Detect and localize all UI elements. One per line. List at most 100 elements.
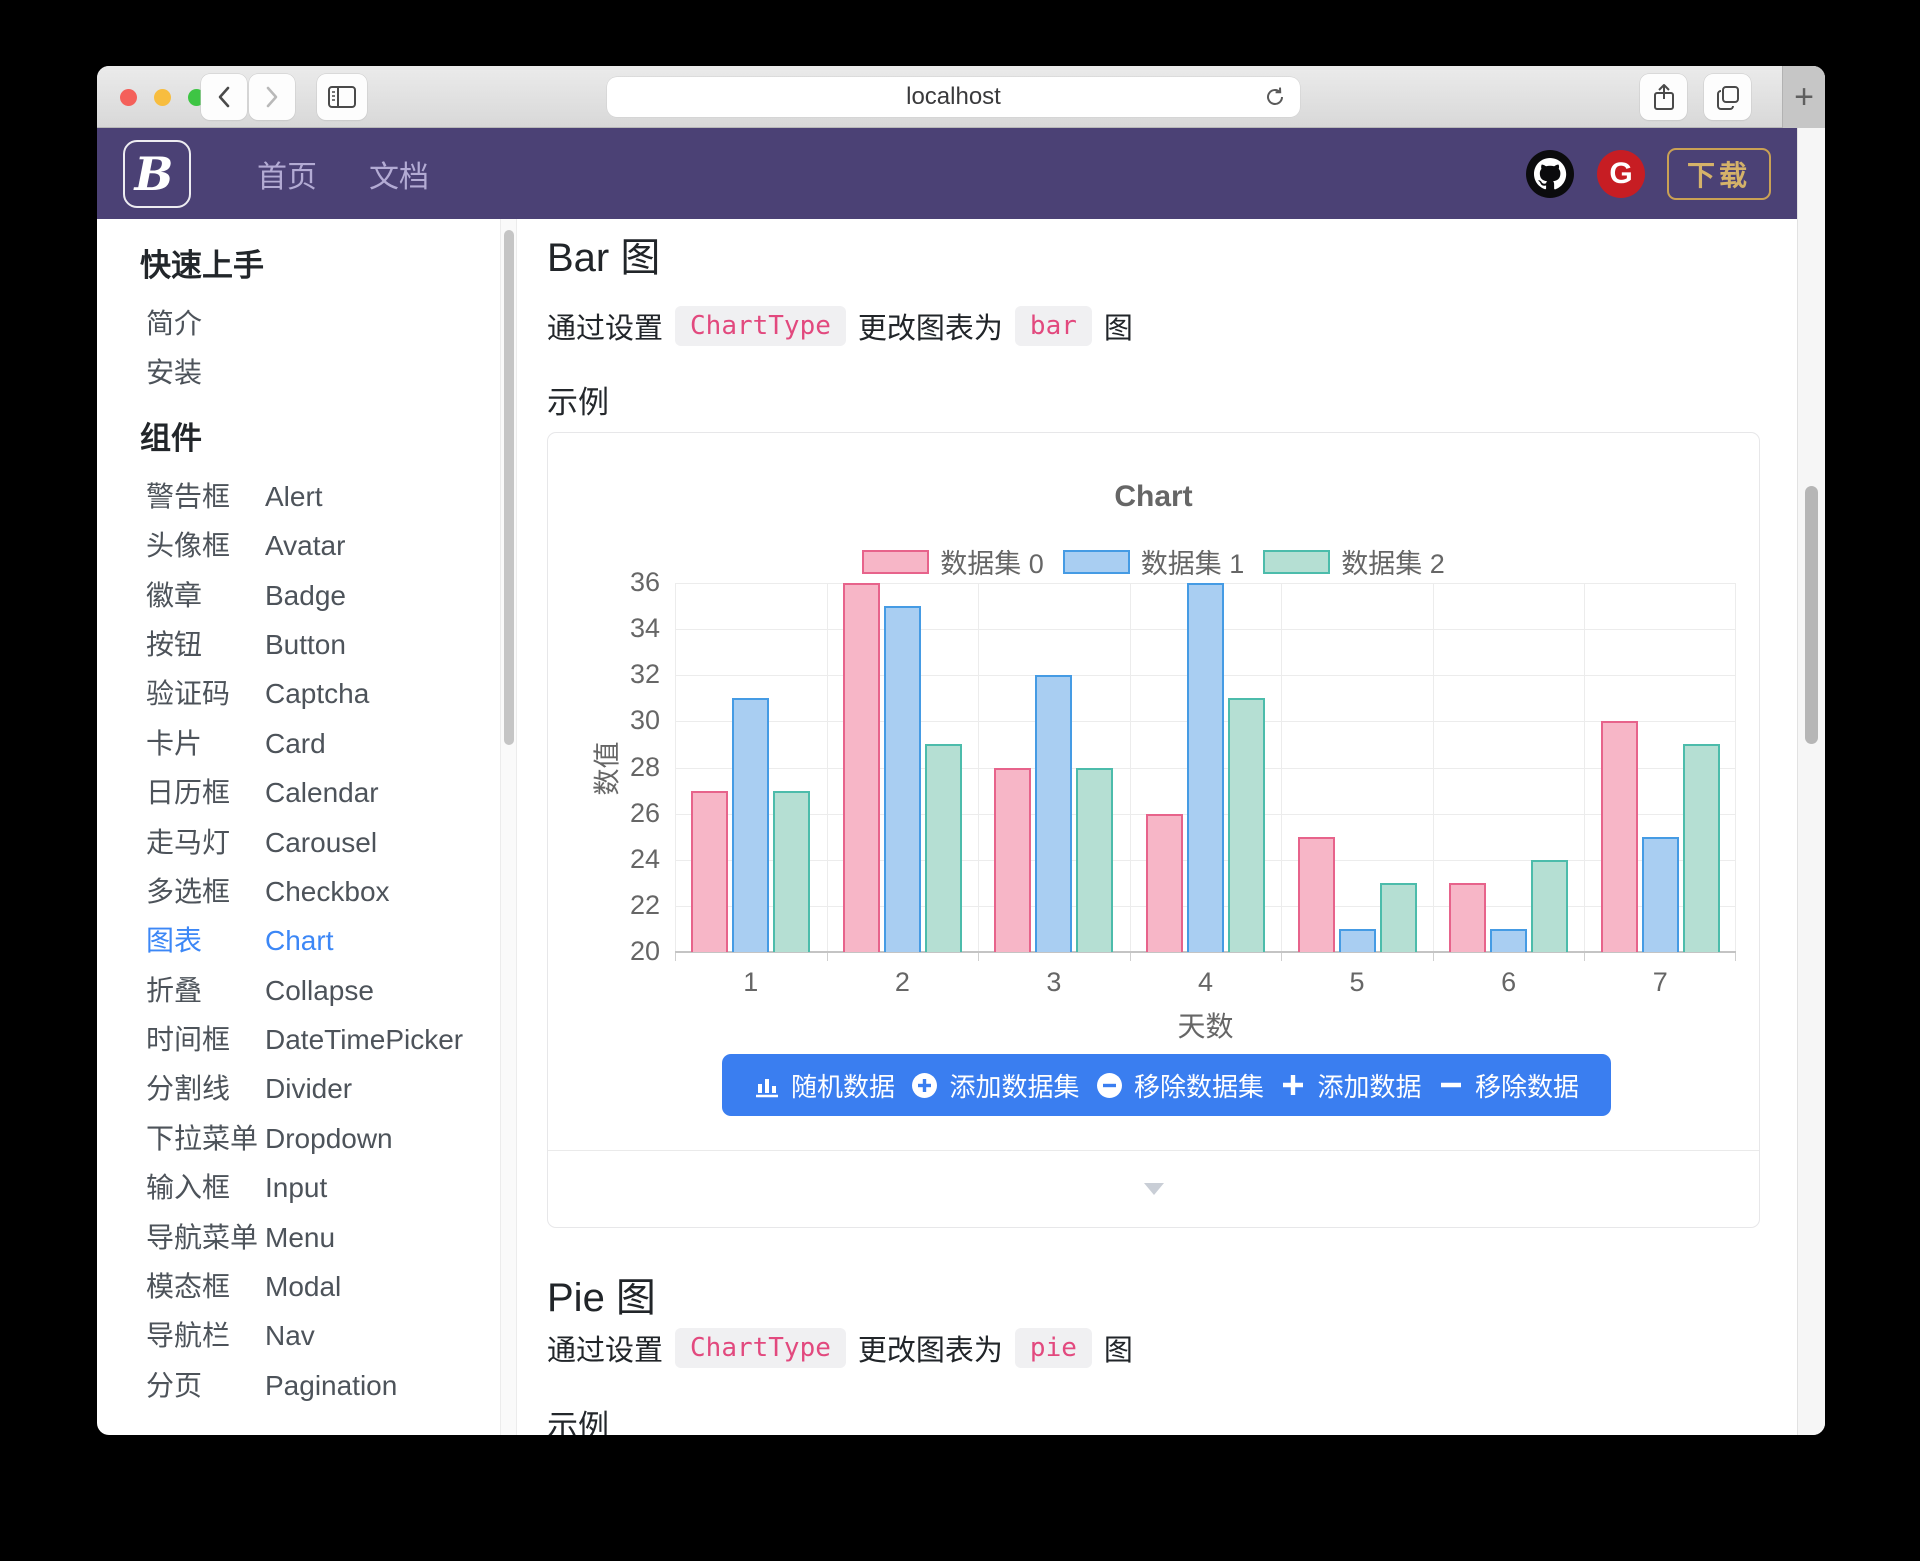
sidebar-item-label-en: Dropdown (265, 1122, 393, 1154)
window-scrollbar-thumb[interactable] (1805, 486, 1818, 744)
share-button[interactable] (1640, 74, 1687, 120)
sidebar-item-collapse[interactable]: 折叠 Collapse (97, 966, 500, 1015)
sidebar-item-checkbox[interactable]: 多选框 Checkbox (97, 867, 500, 916)
gridline-v (1130, 583, 1131, 952)
forward-button[interactable] (249, 74, 295, 120)
sidebar-item-badge[interactable]: 徽章 Badge (97, 571, 500, 620)
bar-chart-canvas[interactable]: Chart 数据集 0 数据集 1 数据集 2 36 34 32 30 28 26 24 22 20… (548, 433, 1759, 1150)
sidebar-item-datetimepicker[interactable]: 时间框 DateTimePicker (97, 1015, 500, 1064)
sidebar-item-calendar[interactable]: 日历框 Calendar (97, 768, 500, 817)
sidebar-item-label-zh: 分页 (146, 1369, 203, 1401)
sidebar-section-heading: 快速上手 (140, 248, 264, 283)
plus-circle-button[interactable]: 添加数据集 (911, 1067, 1080, 1104)
sidebar-item-dropdown[interactable]: 下拉菜单 Dropdown (97, 1114, 500, 1163)
button-label: 随机数据 (791, 1071, 896, 1102)
bar-数据集 0-day6 (1449, 882, 1487, 952)
gridline-v (1735, 583, 1736, 952)
sidebar-item-button[interactable]: 按钮 Button (97, 620, 500, 669)
sidebar-item-menu[interactable]: 导航菜单 Menu (97, 1213, 500, 1262)
minimize-window-button[interactable] (154, 89, 171, 106)
sidebar-item-label-zh: 下拉菜单 (146, 1122, 259, 1154)
bar-数据集 0-day5 (1297, 836, 1335, 952)
browser-titlebar: localhost (97, 66, 1825, 128)
gridline-v (1433, 583, 1434, 952)
plus-button[interactable]: 添加数据 (1280, 1067, 1421, 1104)
gitee-icon[interactable]: G (1597, 149, 1645, 198)
new-tab-button[interactable]: + (1782, 66, 1825, 128)
chart-button-group: 随机数据 添加数据集 移除数据集 添加数据 移除数据 (722, 1054, 1611, 1116)
x-tick-label: 4 (1197, 967, 1214, 997)
sidebar-item-label-en: Alert (265, 480, 323, 512)
code-chip: ChartType (675, 1328, 846, 1368)
axis-tick (675, 952, 676, 961)
gridline-v (675, 583, 676, 952)
sidebar-item-简介[interactable]: 简介 (97, 299, 500, 348)
y-tick-label: 28 (629, 751, 660, 782)
bar-chart-button[interactable]: 随机数据 (754, 1067, 895, 1104)
sidebar-item-chart[interactable]: 图表 Chart (97, 916, 500, 965)
axis-tick (827, 952, 828, 961)
sidebar-item-captcha[interactable]: 验证码 Captcha (97, 669, 500, 718)
bar-数据集 0-day3 (994, 767, 1032, 952)
minus-button[interactable]: 移除数据 (1438, 1067, 1579, 1104)
sidebar-item-nav[interactable]: 导航栏 Nav (97, 1311, 500, 1360)
axis-tick (1584, 952, 1585, 961)
legend-item[interactable]: 数据集 0 (862, 542, 1044, 581)
bar-数据集 1-day7 (1641, 836, 1679, 952)
sidebar-toggle-button[interactable] (317, 74, 367, 120)
sidebar-item-modal[interactable]: 模态框 Modal (97, 1262, 500, 1311)
legend-item[interactable]: 数据集 2 (1263, 542, 1445, 581)
github-icon[interactable] (1525, 149, 1575, 199)
sidebar-item-label-en: Checkbox (265, 875, 390, 907)
sidebar-item-label-zh: 导航菜单 (146, 1221, 259, 1253)
site-navbar: B 首页 文档 G 下载 (97, 128, 1797, 219)
sidebar-item-carousel[interactable]: 走马灯 Carousel (97, 818, 500, 867)
plus-circle-icon (911, 1072, 938, 1099)
window-scrollbar[interactable] (1797, 128, 1825, 1435)
sidebar-item-label-en: Menu (265, 1221, 336, 1253)
sidebar-item-label-zh: 警告框 (146, 480, 231, 512)
nav-link[interactable]: 文档 (369, 160, 429, 194)
reload-button[interactable] (1263, 85, 1287, 109)
plus-icon: + (1794, 78, 1814, 116)
axis-tick (1130, 952, 1131, 961)
card-footer (548, 1150, 1759, 1227)
bar-数据集 1-day2 (883, 606, 921, 952)
legend-item[interactable]: 数据集 1 (1062, 542, 1245, 581)
sidebar-item-安装[interactable]: 安装 (97, 348, 500, 397)
sidebar-item-pagination[interactable]: 分页 Pagination (97, 1361, 500, 1410)
y-axis-title: 数值 (592, 741, 623, 796)
bar-chart-icon (754, 1072, 780, 1098)
sidebar-item-label-en: Modal (265, 1271, 342, 1303)
sidebar-item-label-en: Divider (265, 1073, 353, 1105)
tabs-icon (1716, 86, 1739, 110)
sidebar-item-divider[interactable]: 分割线 Divider (97, 1064, 500, 1113)
download-button[interactable]: 下载 (1667, 147, 1771, 200)
site-logo[interactable]: B (123, 139, 191, 208)
bar-数据集 1-day6 (1490, 928, 1528, 952)
sidebar-item-alert[interactable]: 警告框 Alert (97, 472, 500, 521)
nav-link[interactable]: 首页 (257, 160, 317, 194)
back-button[interactable] (201, 74, 247, 120)
address-bar[interactable]: localhost (607, 77, 1300, 117)
sidebar-scrollbar-thumb[interactable] (504, 230, 514, 745)
x-tick-label: 2 (894, 967, 910, 997)
sidebar-item-input[interactable]: 输入框 Input (97, 1163, 500, 1212)
tab-overview-button[interactable] (1704, 74, 1751, 120)
minus-circle-button[interactable]: 移除数据集 (1096, 1067, 1264, 1104)
legend-label: 数据集 1 (1140, 549, 1245, 579)
chart-title: Chart (1114, 480, 1193, 513)
sidebar-item-label-en: Input (265, 1172, 328, 1204)
bar-数据集 2-day5 (1379, 882, 1417, 952)
close-window-button[interactable] (120, 89, 137, 106)
sidebar-item-avatar[interactable]: 头像框 Avatar (97, 521, 500, 570)
x-tick-label: 6 (1501, 967, 1517, 997)
description-text: 通过设置 (547, 1335, 664, 1367)
bar-数据集 2-day7 (1682, 744, 1720, 952)
sidebar-scrollbar[interactable] (500, 219, 517, 1435)
sidebar-item-card[interactable]: 卡片 Card (97, 719, 500, 768)
chevron-down-icon[interactable] (1143, 1183, 1164, 1195)
zoom-window-button[interactable] (188, 89, 205, 106)
sidebar-item-label-zh: 安装 (146, 357, 203, 389)
y-tick-label: 30 (629, 705, 660, 736)
